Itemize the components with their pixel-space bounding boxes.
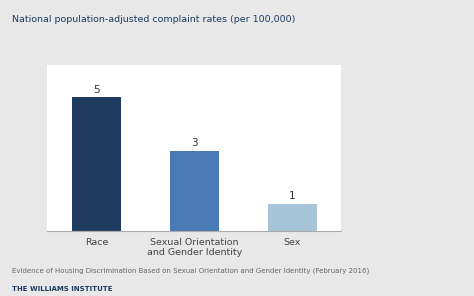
Text: THE WILLIAMS INSTITUTE: THE WILLIAMS INSTITUTE xyxy=(12,286,112,292)
Text: Evidence of Housing Discrimination Based on Sexual Orientation and Gender Identi: Evidence of Housing Discrimination Based… xyxy=(12,268,369,274)
Text: 5: 5 xyxy=(93,85,100,94)
Bar xyxy=(268,204,317,231)
Text: 3: 3 xyxy=(191,138,198,148)
Text: National population-adjusted complaint rates (per 100,000): National population-adjusted complaint r… xyxy=(12,15,295,24)
Bar xyxy=(170,151,219,231)
Text: 1: 1 xyxy=(289,192,296,202)
Bar xyxy=(72,97,121,231)
